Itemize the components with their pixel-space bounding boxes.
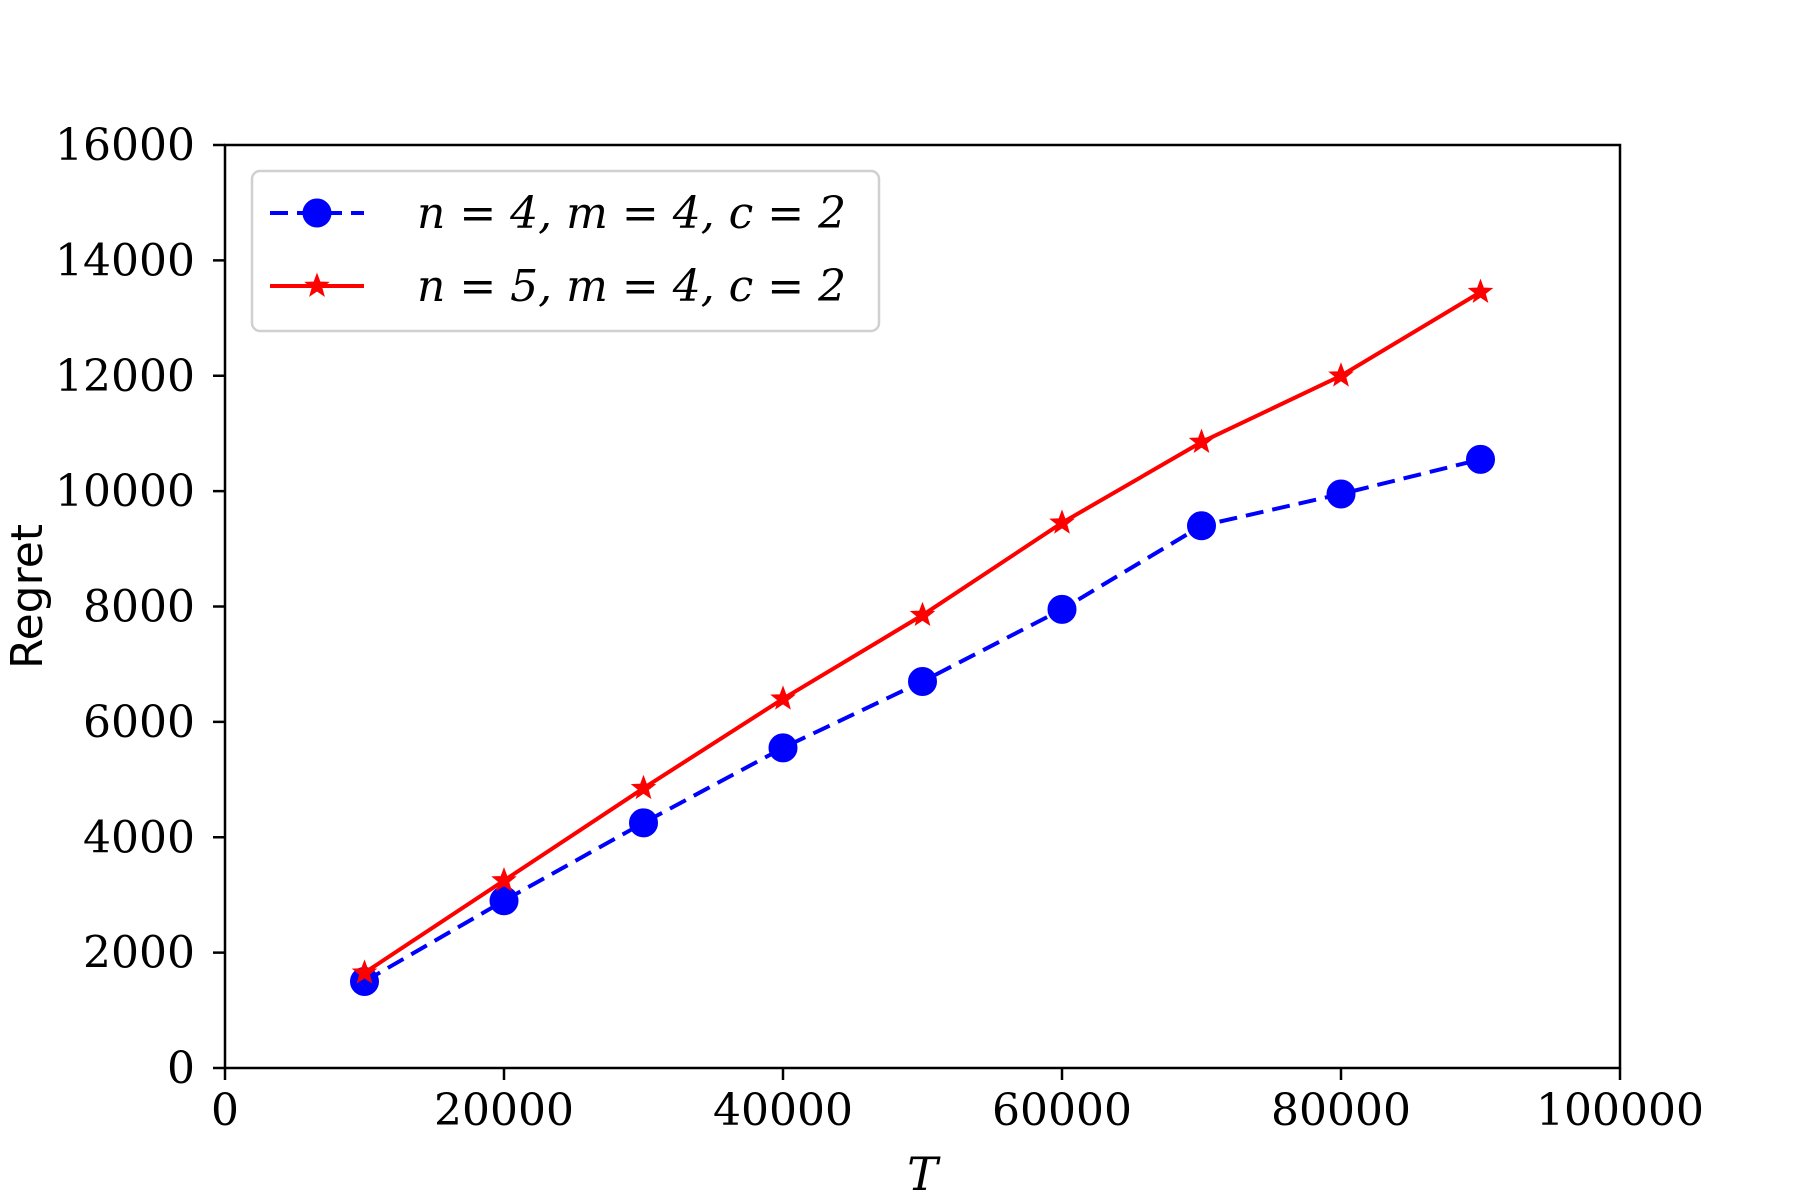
legend-entry-2: n = 5, m = 4, c = 2 (270, 261, 846, 312)
x-axis-ticks: 0 20000 40000 60000 80000 100000 (211, 1068, 1704, 1136)
series-1 (350, 444, 1495, 996)
series-2 (351, 278, 1494, 984)
y-tick-label: 14000 (55, 235, 195, 286)
series-1-point (1187, 511, 1216, 541)
x-tick-label: 80000 (1271, 1085, 1411, 1136)
series-1-point (1466, 444, 1495, 474)
legend: n = 4, m = 4, c = 2 n = 5, m = 4, c = 2 (250, 169, 881, 333)
series-2-point (351, 959, 378, 984)
series-layer (350, 278, 1495, 996)
series-2-point (491, 867, 517, 892)
series-1-point (1326, 479, 1356, 509)
x-axis-label: T (907, 1147, 941, 1200)
y-tick-label: 0 (167, 1043, 195, 1094)
series-1-point (768, 733, 798, 763)
series-1-line (363, 457, 1481, 984)
y-tick-label: 8000 (83, 582, 195, 633)
legend-marker (304, 272, 330, 297)
series-1-point (489, 886, 519, 916)
legend-label: n = 5, m = 4, c = 2 (417, 261, 846, 312)
series-2-point (1328, 362, 1354, 387)
y-tick-label: 10000 (55, 466, 195, 517)
x-tick-label: 100000 (1536, 1085, 1704, 1136)
y-axis-label: Regret (2, 524, 53, 669)
y-tick-label: 6000 (83, 697, 195, 748)
y-tick-label: 4000 (83, 812, 195, 863)
series-2-line (363, 290, 1482, 975)
legend-box (250, 169, 881, 333)
series-2-point (909, 601, 936, 627)
y-tick-label: 2000 (83, 928, 195, 979)
series-1-point (629, 808, 658, 838)
series-2-point (630, 774, 657, 800)
legend-marker (302, 198, 332, 228)
x-tick-label: 60000 (992, 1085, 1132, 1136)
series-2-point (1188, 428, 1215, 453)
series-1-point (908, 666, 937, 696)
y-tick-label: 12000 (55, 351, 195, 402)
y-tick-label: 16000 (55, 120, 195, 171)
x-tick-label: 0 (211, 1085, 239, 1136)
series-2-point (770, 685, 796, 710)
x-tick-label: 40000 (713, 1085, 853, 1136)
y-axis-ticks: 0 2000 4000 6000 8000 10000 12000 14000 16000 (55, 120, 225, 1094)
legend-entry-1: n = 4, m = 4, c = 2 (270, 188, 846, 239)
series-2-point (1049, 509, 1075, 534)
series-1-point (1047, 594, 1077, 624)
legend-label: n = 4, m = 4, c = 2 (417, 188, 846, 239)
x-tick-label: 20000 (434, 1085, 574, 1136)
series-2-point (1467, 278, 1494, 303)
